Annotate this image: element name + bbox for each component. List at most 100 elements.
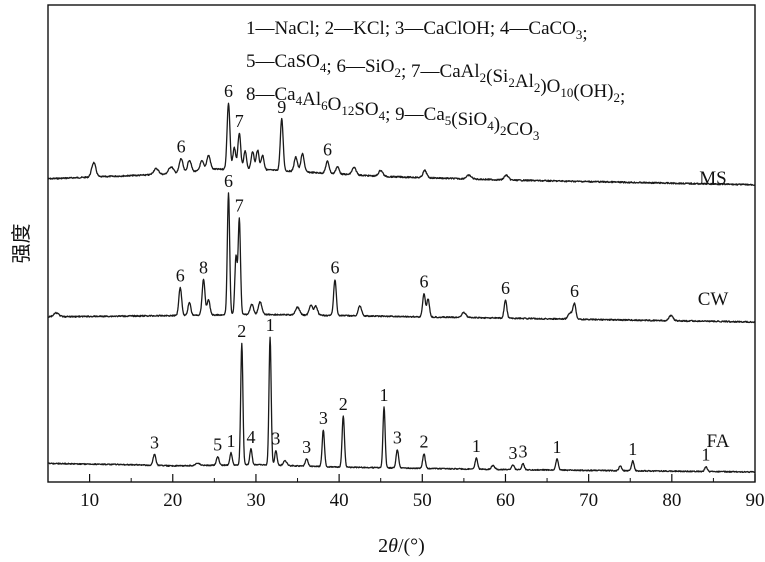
legend-num: 8: [246, 84, 256, 105]
peak-label: 3: [319, 408, 328, 428]
legend-num: 5: [246, 51, 256, 72]
legend-formula-sub: 2: [534, 80, 541, 95]
legend-num: 4: [500, 18, 510, 39]
series-name-fa: FA: [707, 431, 730, 452]
peak-label: 1: [628, 439, 637, 459]
peak-label: 1: [266, 315, 275, 335]
peak-label: 3: [302, 437, 311, 457]
plot-frame: [47, 4, 756, 483]
legend-formula-text: NaCl: [275, 18, 315, 39]
peak-label: 3: [508, 443, 517, 463]
peak-label: 7: [235, 111, 244, 131]
peak-label: 6: [419, 272, 428, 292]
legend-num: 1: [246, 18, 256, 39]
legend-formula-text: Ca: [275, 84, 297, 105]
legend-formula-sub: 2: [395, 65, 402, 80]
legend-num: 7: [411, 61, 421, 82]
legend-formula-text: Ca: [424, 104, 446, 125]
x-tick-label: 30: [246, 490, 265, 511]
legend-formula-text: SiO: [365, 56, 395, 77]
peak-label: 8: [199, 257, 208, 277]
legend-formula-text: KCl: [353, 18, 385, 39]
series-line-ms: [47, 102, 756, 186]
peak-label: 2: [419, 432, 428, 452]
peak-label: 6: [177, 137, 186, 157]
legend-row: 8—Ca4Al6O12SO4; 9—Ca5(SiO4)2CO3: [246, 84, 539, 143]
legend-row: 5—CaSO4; 6—SiO2; 7—CaAl2(Si2Al2)O10(OH)2…: [246, 51, 625, 107]
peak-label: 1: [380, 385, 389, 405]
x-axis-ticks: 10 20 30 40 50 60 70 80 90: [47, 474, 765, 511]
peak-label: 1: [701, 445, 710, 465]
x-tick-label: 90: [746, 490, 765, 511]
x-tick-label: 20: [163, 490, 182, 511]
legend-formula-text: O: [328, 94, 342, 115]
legend: 1—NaCl; 2—KCl; 3—CaClOH; 4—CaCO3; 5—CaSO4…: [246, 18, 625, 143]
legend-formula-sub: 2: [614, 90, 621, 105]
legend-row: 1—NaCl; 2—KCl; 3—CaClOH; 4—CaCO3;: [246, 18, 588, 44]
peak-label: 5: [213, 435, 222, 455]
legend-formula-sub: 5: [445, 113, 452, 128]
legend-formula-text: (SiO: [451, 109, 487, 130]
legend-formula-sub: 4: [320, 60, 327, 75]
legend-formula-sub: 2: [508, 75, 515, 90]
series-line-fa: [47, 336, 756, 474]
peak-label: 9: [277, 97, 286, 117]
legend-formula-text: (OH): [573, 81, 613, 102]
legend-formula-text: CaCO: [528, 18, 576, 39]
x-tick-label: 80: [662, 490, 681, 511]
peak-label: 1: [226, 431, 235, 451]
legend-formula-text: Al: [515, 71, 534, 92]
legend-num: 2: [325, 18, 335, 39]
legend-num: 6: [336, 56, 346, 77]
peak-label: 2: [339, 394, 348, 414]
legend-formula-sub: 4: [296, 93, 303, 108]
peak-label: 6: [323, 139, 332, 159]
legend-formula-sub: 10: [560, 85, 573, 100]
peak-label: 6: [501, 278, 510, 298]
legend-formula-text: ): [494, 114, 500, 135]
legend-num: 9: [395, 104, 405, 125]
series-name-cw: CW: [698, 289, 729, 310]
peak-label: 7: [235, 196, 244, 216]
series-name-ms: MS: [699, 168, 726, 189]
legend-formula-sub: 3: [533, 128, 540, 143]
peak-label: 6: [570, 281, 579, 301]
peak-label: 3: [393, 428, 402, 448]
legend-formula-text: SO: [354, 99, 378, 120]
x-tick-label: 10: [80, 490, 99, 511]
legend-formula-sub: 4: [379, 108, 386, 123]
peak-label: 6: [224, 171, 233, 191]
peak-label: 3: [518, 442, 527, 462]
series-line-cw: [47, 192, 756, 324]
x-axis-label: 2θ/(°): [378, 535, 425, 557]
legend-formula-text: CaAl: [440, 61, 480, 82]
peak-label: 1: [472, 436, 481, 456]
peak-label: 6: [330, 258, 339, 278]
peak-label: 3: [150, 432, 159, 452]
legend-formula-sub: 6: [321, 98, 328, 113]
x-tick-label: 40: [330, 490, 349, 511]
x-tick-label: 60: [496, 490, 515, 511]
legend-formula-sub: 3: [576, 27, 583, 42]
legend-formula-sub: 2: [480, 70, 487, 85]
legend-formula-text: )O: [540, 76, 560, 97]
peak-label: 2: [237, 321, 246, 341]
legend-formula-text: CO: [507, 119, 533, 140]
legend-formula-sub: 4: [487, 118, 494, 133]
legend-formula-text: CaSO: [275, 51, 320, 72]
legend-num: 3: [395, 18, 405, 39]
peak-label: 6: [224, 81, 233, 101]
x-tick-label: 70: [579, 490, 598, 511]
series-names-layer: MS CW FA: [698, 168, 730, 452]
legend-formula-sub: 2: [500, 123, 507, 138]
legend-formula-sub: 12: [341, 103, 354, 118]
peak-label: 4: [246, 427, 255, 447]
peak-label: 3: [271, 429, 280, 449]
peak-label: 1: [553, 437, 562, 457]
legend-formula-text: (Si: [486, 66, 508, 87]
x-tick-label: 50: [413, 490, 432, 511]
peak-label: 6: [176, 265, 185, 285]
legend-formula-text: Al: [302, 89, 321, 110]
